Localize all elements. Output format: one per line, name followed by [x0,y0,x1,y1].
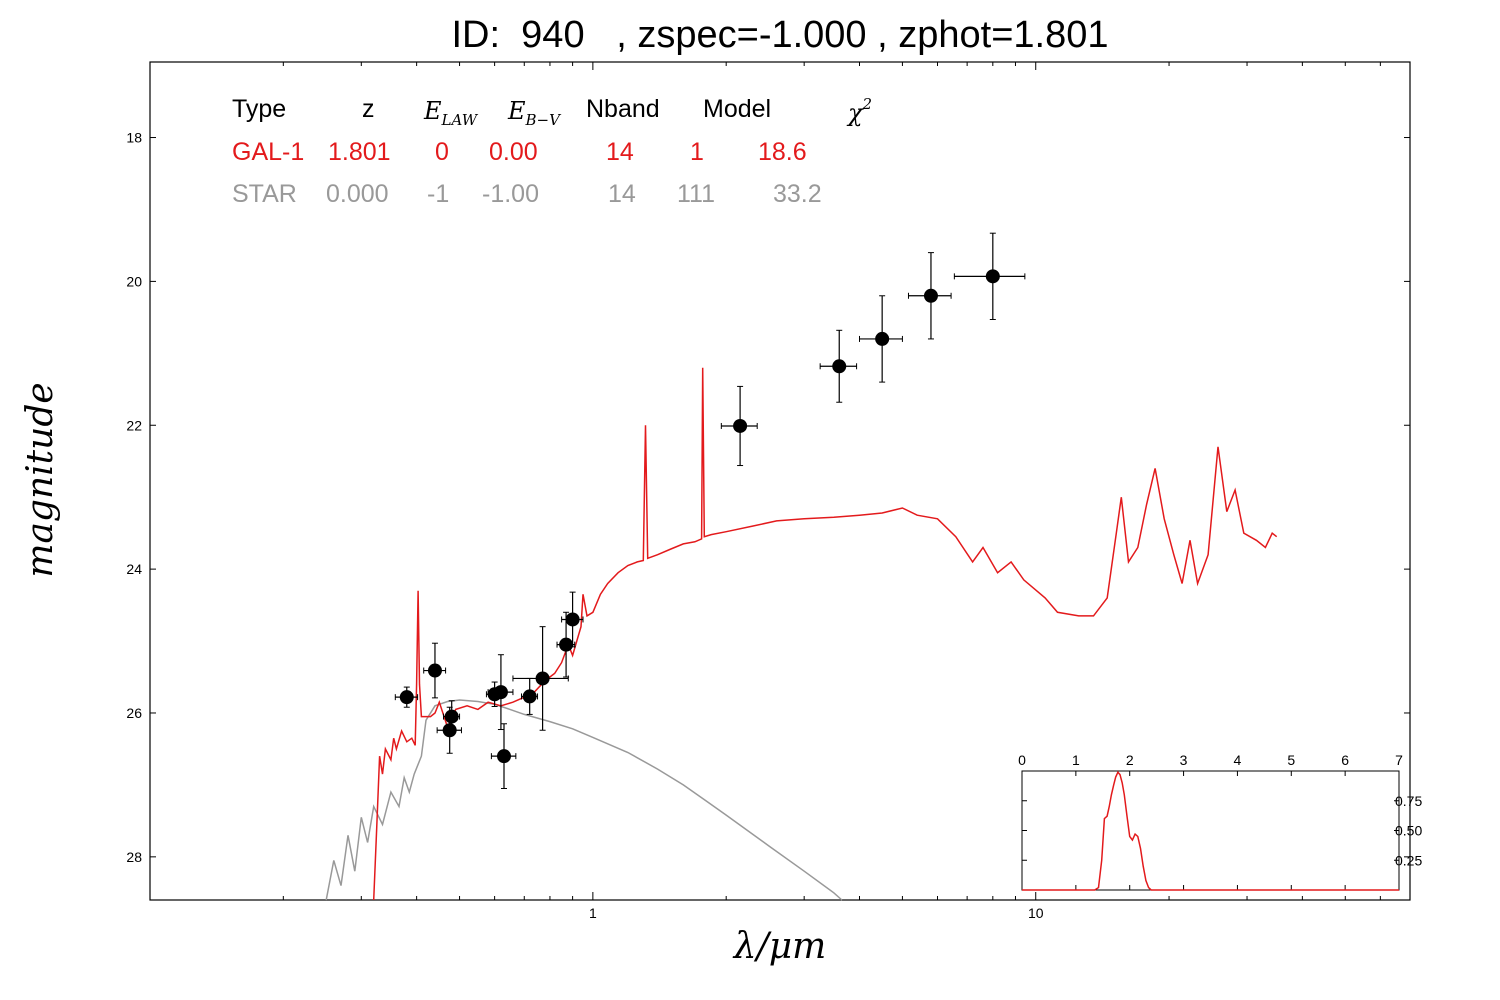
inset-x-tick-label: 7 [1395,752,1403,768]
x-tick-label: 10 [1028,905,1044,921]
inset-x-tick-label: 6 [1341,752,1349,768]
data-point [733,418,748,433]
inset-y-tick-label: 0.50 [1395,823,1422,839]
data-point [493,685,508,700]
star-ebv: -1.00 [482,180,539,208]
inset-x-tick-label: 3 [1180,752,1188,768]
data-point [565,612,580,627]
star-elaw: -1 [427,180,449,208]
table-header-z: z [362,95,375,123]
table-header-elaw-sub: LAW [441,111,479,129]
inset-frame [1021,770,1400,891]
gal-nband: 14 [606,138,634,166]
data-point [522,689,537,704]
data-point [875,331,890,346]
pdz-curve-layer [1022,770,1399,891]
table-header-ebv-sub: B−V [525,111,563,129]
table-header-elaw-main: E [423,97,442,125]
x-tick-label: 1 [589,905,597,921]
x-axis: 1 10 [282,62,1381,921]
y-axis-label: magnitude [20,382,61,577]
y-tick-label: 28 [126,849,142,865]
data-point [427,663,442,678]
table-header-type: Type [232,95,286,123]
data-point [399,690,414,705]
data-point [923,288,938,303]
gal-elaw: 0 [435,138,449,166]
y-tick-label: 26 [126,705,142,721]
x-axis-label: λ/μm [732,926,826,967]
data-point [559,637,574,652]
star-type: STAR [232,180,297,208]
galaxy-sed-line [372,367,1278,901]
table-header-ebv-main: E [507,97,526,125]
photometry-points [394,232,1026,790]
y-tick-label: 20 [126,273,142,289]
pdz-inset: 0 1 2 3 4 5 6 7 0.25 0.50 0.75 [1018,752,1422,891]
inset-y-tick-label: 0.75 [1395,793,1422,809]
data-point [497,749,512,764]
inset-x-tick-label: 0 [1018,752,1026,768]
gal-type: GAL-1 [232,138,304,166]
y-tick-label: 22 [126,417,142,433]
fit-table: Type z ELAW EB−V Nband Model χ2 GAL-1 1.… [232,95,872,208]
star-z: 0.000 [326,180,389,208]
inset-x-tick-label: 2 [1126,752,1134,768]
inset-axes: 0 1 2 3 4 5 6 7 0.25 0.50 0.75 [1018,752,1422,890]
table-header-elaw: ELAW [423,97,479,129]
star-model: 111 [677,180,715,208]
data-point [535,671,550,686]
data-point [444,709,459,724]
y-tick-label: 18 [126,130,142,146]
gal-chi2: 18.6 [758,138,807,166]
table-header-nband: Nband [586,95,660,123]
star-sed-layer [325,699,843,901]
pdz-line [1022,770,1399,891]
table-header-chi2-sup: 2 [862,95,873,113]
star-chi2: 33.2 [773,180,822,208]
table-header-chi2: χ2 [846,95,872,127]
galaxy-sed-layer [372,367,1278,901]
plot-frame [149,61,1411,901]
table-header-model: Model [703,95,771,123]
chart-title: ID: 940 , zspec=-1.000 , zphot=1.801 [451,14,1109,56]
inset-y-tick-label: 0.25 [1395,852,1422,868]
star-nband: 14 [608,180,636,208]
data-point [832,359,847,374]
table-header-chi2-main: χ [846,99,864,127]
gal-ebv: 0.00 [489,138,538,166]
gal-z: 1.801 [328,138,391,166]
gal-model: 1 [690,138,704,166]
star-sed-line [325,699,843,901]
table-header-ebv: EB−V [507,97,562,129]
inset-x-tick-label: 4 [1234,752,1242,768]
inset-x-tick-label: 1 [1072,752,1080,768]
y-tick-label: 24 [126,561,142,577]
data-point [985,269,1000,284]
inset-x-tick-label: 5 [1287,752,1295,768]
data-point [442,723,457,738]
